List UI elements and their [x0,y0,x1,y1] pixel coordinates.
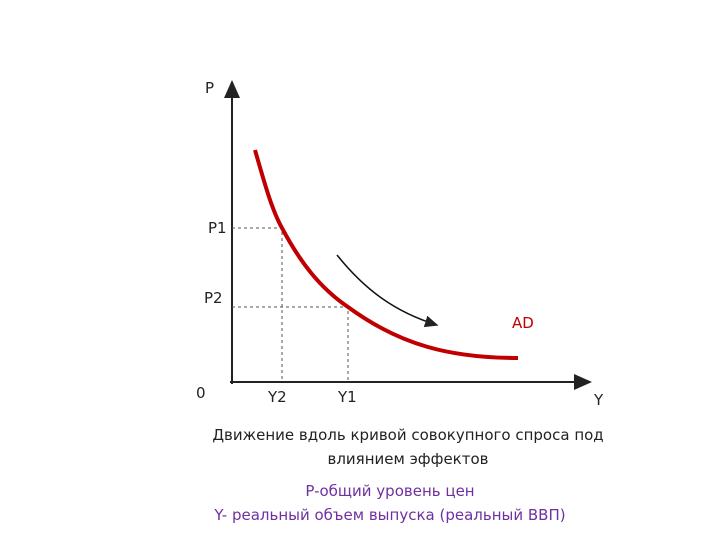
curve-label: AD [512,314,534,332]
caption: влиянием эффектов [328,450,489,468]
output-label: Y1 [337,388,357,406]
x-axis-label: Y [593,391,604,409]
price-label: P2 [204,289,223,307]
legend-line: Y- реальный объем выпуска (реальный ВВП) [213,506,565,524]
output-label: Y2 [267,388,287,406]
origin-label: 0 [196,384,206,402]
legend-line: P-общий уровень цен [305,482,474,500]
caption: Движение вдоль кривой совокупного спроса… [212,426,603,444]
movement-arrow [336,254,439,328]
y-axis-label: P [205,79,214,97]
guide-line [232,227,283,382]
ad-curve [253,149,519,360]
price-label: P1 [208,219,227,237]
guide-line [232,306,349,382]
